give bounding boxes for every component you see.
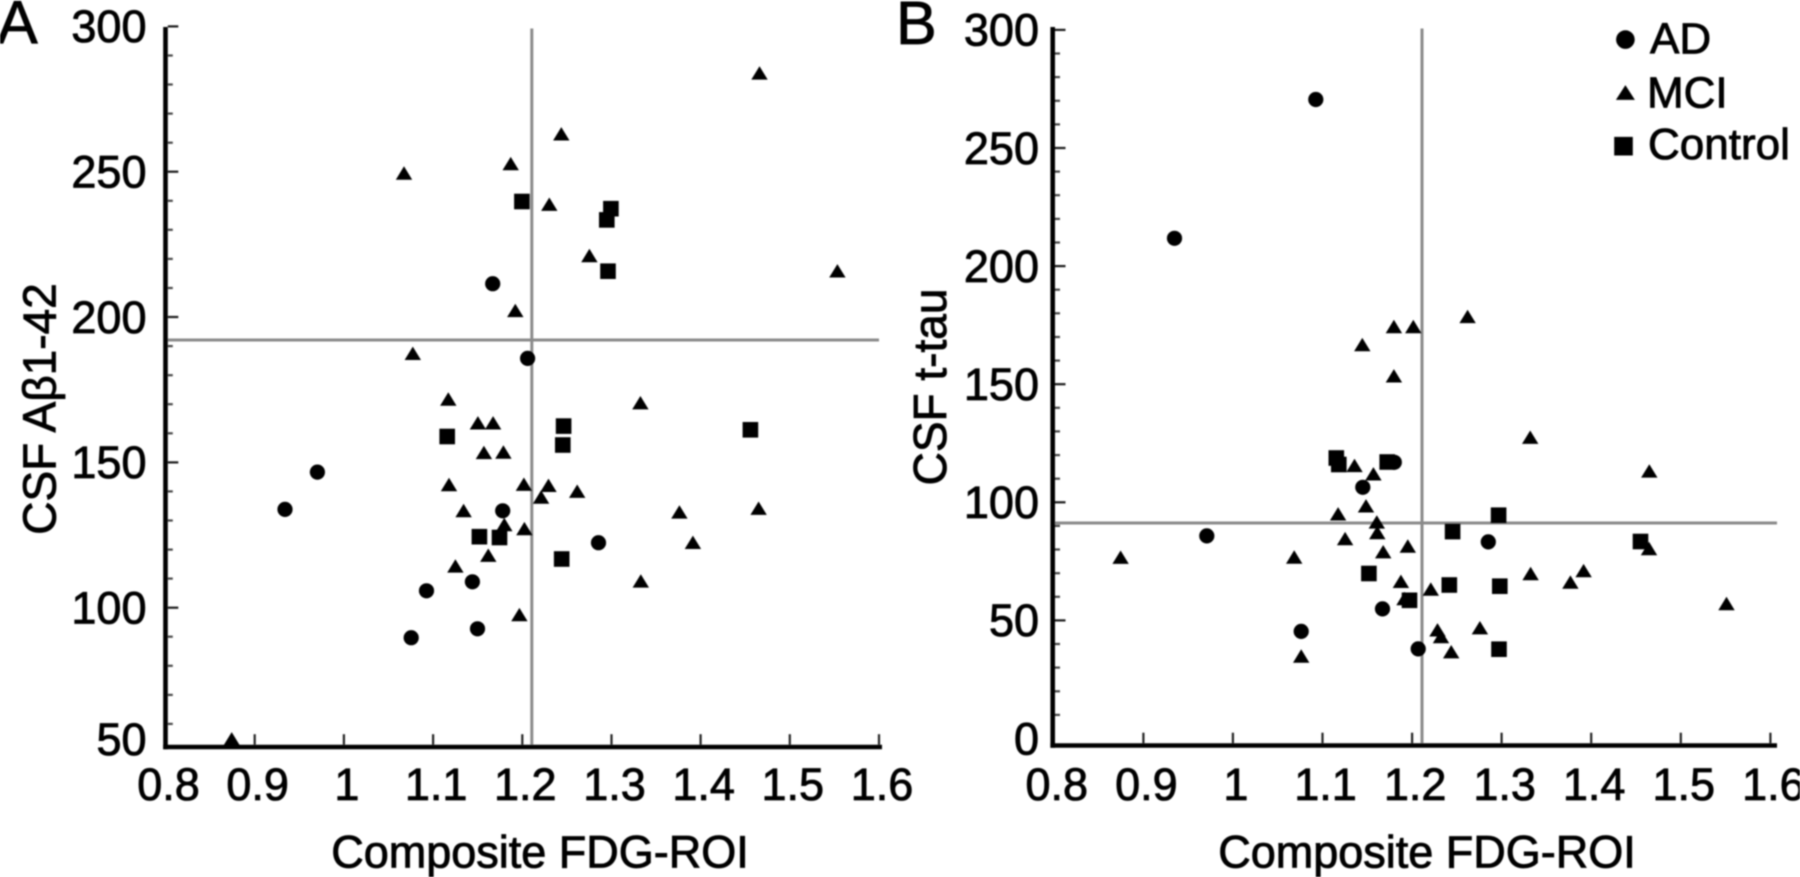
svg-text:100: 100	[71, 583, 146, 634]
svg-text:B: B	[896, 0, 937, 57]
svg-text:1.1: 1.1	[1294, 759, 1357, 810]
svg-text:1.1: 1.1	[405, 759, 468, 810]
svg-text:A: A	[0, 0, 38, 57]
svg-text:200: 200	[964, 241, 1039, 292]
svg-text:1.2: 1.2	[1384, 759, 1447, 810]
svg-text:50: 50	[989, 595, 1039, 646]
svg-text:150: 150	[964, 359, 1039, 410]
svg-text:Control: Control	[1648, 120, 1790, 169]
svg-text:250: 250	[964, 123, 1039, 174]
svg-text:0.9: 0.9	[226, 759, 289, 810]
svg-text:1.5: 1.5	[762, 759, 825, 810]
svg-text:Composite FDG-ROI: Composite FDG-ROI	[1218, 827, 1636, 877]
svg-text:200: 200	[71, 292, 146, 343]
svg-text:50: 50	[96, 714, 146, 765]
svg-text:300: 300	[964, 5, 1039, 56]
svg-text:100: 100	[964, 477, 1039, 528]
svg-text:1.5: 1.5	[1653, 759, 1716, 810]
svg-text:1.3: 1.3	[583, 759, 646, 810]
svg-text:CSF Aβ1-42: CSF Aβ1-42	[14, 283, 66, 534]
svg-text:AD: AD	[1650, 14, 1711, 63]
svg-text:1.6: 1.6	[851, 759, 914, 810]
svg-text:0.8: 0.8	[1026, 759, 1089, 810]
svg-text:1.4: 1.4	[672, 759, 735, 810]
svg-text:CSF t-tau: CSF t-tau	[904, 289, 956, 486]
svg-text:0.8: 0.8	[137, 759, 200, 810]
svg-text:Composite FDG-ROI: Composite FDG-ROI	[331, 827, 749, 877]
svg-text:1: 1	[334, 759, 359, 810]
svg-text:250: 250	[71, 147, 146, 198]
svg-text:1.4: 1.4	[1563, 759, 1626, 810]
svg-text:1: 1	[1223, 759, 1248, 810]
svg-text:MCI: MCI	[1647, 68, 1728, 117]
svg-text:1.3: 1.3	[1473, 759, 1536, 810]
svg-text:0: 0	[1014, 713, 1039, 764]
svg-text:1.6: 1.6	[1742, 759, 1800, 810]
svg-text:300: 300	[71, 1, 146, 52]
svg-text:150: 150	[71, 437, 146, 488]
svg-text:1.2: 1.2	[494, 759, 557, 810]
svg-text:0.9: 0.9	[1115, 759, 1178, 810]
